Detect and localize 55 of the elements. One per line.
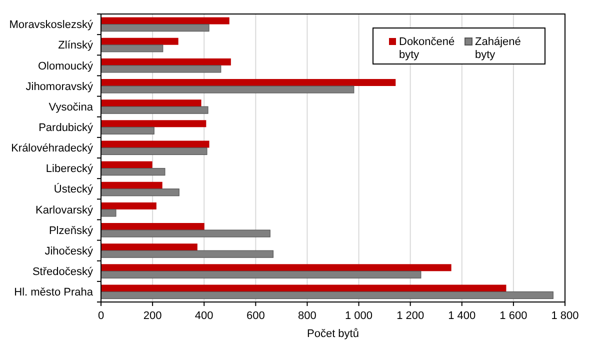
bar [101, 161, 152, 168]
y-tick-label: Ústecký [54, 182, 94, 196]
bar [100, 230, 270, 238]
bar [101, 79, 396, 86]
x-tick-label: 1 600 [500, 310, 528, 322]
bar [101, 182, 162, 189]
bar [100, 270, 422, 278]
x-tick-label: 0 [98, 310, 104, 322]
bar [101, 140, 210, 148]
bar [101, 284, 506, 292]
y-tick-label: Jihomoravský [26, 80, 94, 93]
bar [100, 65, 222, 73]
bar [100, 44, 164, 52]
bar [101, 120, 206, 128]
x-tick-label: 400 [194, 310, 214, 322]
x-tick-label: 1 200 [396, 310, 424, 322]
y-tick-label: Středočeský [32, 266, 94, 278]
bar [101, 244, 198, 251]
legend-label: Dokončené byty [399, 36, 455, 61]
bar [100, 168, 166, 176]
bar [100, 250, 274, 258]
y-tick-label: Vysočina [48, 101, 94, 114]
bar [101, 58, 231, 66]
y-tick-label: Karlovarský [36, 204, 94, 216]
bar [101, 38, 178, 45]
bar [100, 126, 154, 134]
y-tick-label: Olomoucký [38, 60, 94, 72]
y-tick-label: Jihočeský [44, 245, 94, 258]
bar [101, 202, 156, 210]
bar [100, 147, 208, 156]
bar [101, 17, 230, 24]
y-tick-label: Hl. město Praha [14, 286, 94, 299]
y-tick-label: Moravskoslezský [9, 19, 94, 32]
x-axis-title: Počet bytů [307, 328, 359, 340]
x-tick-label: 200 [143, 310, 162, 322]
bar [101, 264, 452, 272]
x-tick-label: 800 [298, 310, 316, 322]
x-tick-label: 600 [246, 310, 265, 322]
legend-label: Zahájené byty [475, 36, 521, 61]
y-tick-label: Plzeňský [48, 224, 94, 237]
bar [100, 188, 180, 196]
y-tick-label: Liberecký [46, 163, 94, 176]
bar [101, 100, 202, 107]
bar [100, 209, 116, 217]
bar [100, 106, 208, 114]
x-tick-label: 1 800 [551, 310, 579, 322]
y-tick-label: Pardubický [38, 122, 94, 134]
y-tick-label: Královéhradecký [11, 142, 94, 155]
x-tick-label: 1 400 [448, 310, 476, 322]
bar [100, 86, 354, 94]
bar [100, 24, 210, 32]
bar [100, 291, 554, 300]
x-tick-label: 1 000 [345, 310, 373, 322]
y-tick-label: Zlínský [58, 40, 94, 52]
bar [101, 223, 204, 230]
